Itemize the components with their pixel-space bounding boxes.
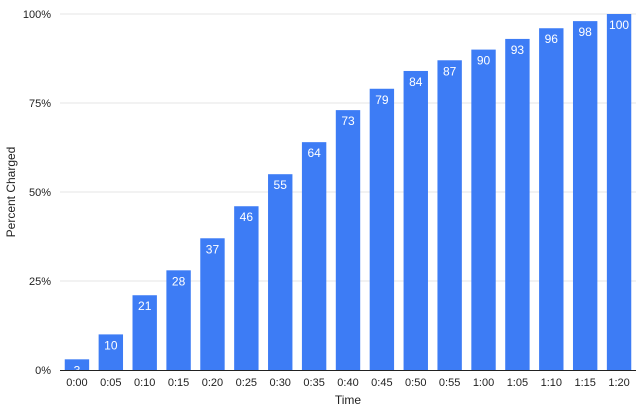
y-tick-label: 100% — [23, 9, 51, 21]
x-tick-label: 0:05 — [100, 377, 121, 389]
x-tick-label: 0:55 — [439, 377, 460, 389]
x-tick-label: 1:20 — [608, 377, 629, 389]
bar — [403, 70, 428, 371]
bar-value-label: 87 — [443, 64, 457, 78]
x-tick-label: 0:30 — [270, 377, 291, 389]
bar — [301, 142, 327, 370]
bar-value-label: 73 — [341, 114, 355, 128]
bars — [64, 14, 632, 371]
y-tick-label: 25% — [29, 276, 51, 288]
y-tick-label: 50% — [29, 187, 51, 199]
x-tick-label: 0:10 — [134, 377, 155, 389]
x-tick-label: 0:35 — [303, 377, 324, 389]
y-tick-label: 0% — [35, 365, 51, 377]
bar — [437, 60, 462, 370]
x-tick-label: 0:45 — [371, 377, 392, 389]
x-tick-labels: 0:00 0:05 0:10 0:15 0:20 0:25 0:30 0:35 0:40 0:45… — [66, 377, 630, 389]
bar-value-label: 28 — [172, 274, 186, 288]
x-tick-label: 0:40 — [337, 377, 358, 389]
bar — [335, 110, 361, 371]
bar — [166, 270, 191, 370]
bar-value-label: 93 — [511, 43, 525, 57]
bar — [606, 14, 632, 370]
bar — [539, 28, 564, 371]
bar-value-label: 79 — [375, 93, 389, 107]
bar — [572, 21, 598, 371]
x-tick-label: 1:15 — [574, 377, 595, 389]
x-tick-label: 0:00 — [66, 377, 87, 389]
bar-value-label: 100 — [609, 18, 629, 32]
y-tick-label: 75% — [29, 98, 51, 110]
bar — [234, 206, 259, 370]
bar-value-label: 21 — [138, 299, 152, 313]
x-tick-label: 1:10 — [541, 377, 562, 389]
bar-value-label: 55 — [274, 178, 288, 192]
bar — [505, 38, 530, 371]
bar — [64, 359, 90, 370]
x-axis-title: Time — [335, 393, 362, 407]
bar — [132, 295, 157, 370]
bar — [369, 88, 395, 370]
bar — [268, 174, 293, 370]
bar-value-label: 96 — [545, 32, 559, 46]
y-tick-labels: 0% 25% 50% 75% 100% — [23, 9, 51, 377]
y-axis-title: Percent Charged — [4, 147, 18, 238]
x-tick-label: 0:25 — [236, 377, 257, 389]
bar-value-label: 37 — [206, 242, 220, 256]
x-tick-label: 0:15 — [168, 377, 189, 389]
bar-value-label: 64 — [307, 146, 321, 160]
bar — [200, 238, 225, 370]
bar — [98, 334, 124, 370]
bar-value-label: 84 — [409, 75, 423, 89]
x-tick-label: 1:05 — [507, 377, 528, 389]
x-tick-label: 0:50 — [405, 377, 426, 389]
bar-value-label: 46 — [240, 210, 254, 224]
x-tick-label: 0:20 — [202, 377, 223, 389]
bar-value-label: 90 — [477, 54, 491, 68]
bar — [471, 49, 496, 370]
bar-value-label: 98 — [578, 25, 592, 39]
x-tick-label: 1:00 — [473, 377, 494, 389]
bar-value-label: 10 — [104, 338, 118, 352]
